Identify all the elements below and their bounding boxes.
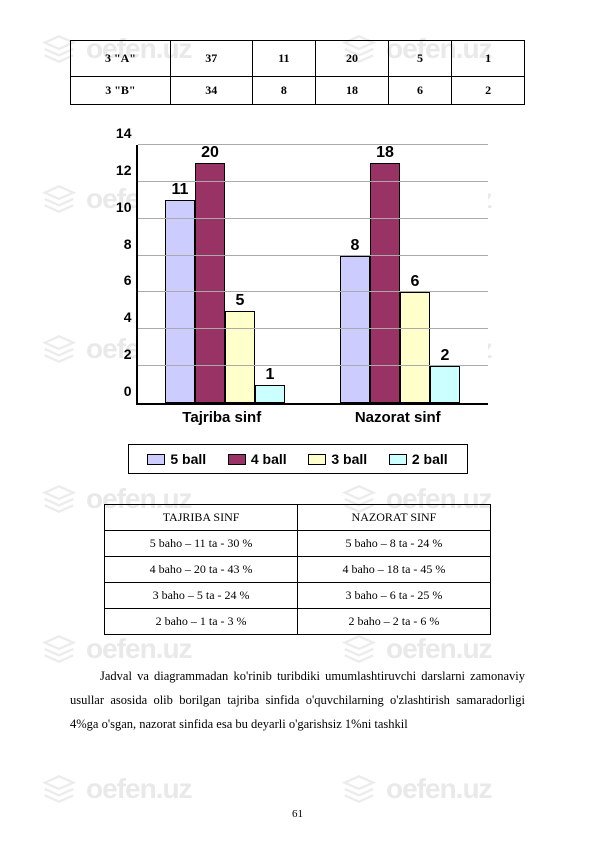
table-row: 3 "B"3481862 bbox=[71, 77, 525, 105]
bar-chart: 02468101214 11205181862 Tajriba sinfNazo… bbox=[108, 145, 488, 426]
bar-value-label: 18 bbox=[376, 144, 394, 162]
bar-group: 112051 bbox=[165, 163, 285, 403]
bar-value-label: 1 bbox=[266, 366, 275, 384]
chart-x-labels: Tajriba sinf Nazorat sinf bbox=[136, 405, 488, 426]
gridline bbox=[138, 144, 488, 145]
chart-plot-area: 11205181862 bbox=[136, 145, 488, 405]
legend-label: 5 ball bbox=[170, 451, 206, 467]
bar: 5 bbox=[225, 311, 255, 403]
table-cell: 5 baho – 11 ta - 30 % bbox=[105, 531, 298, 557]
legend-item: 4 ball bbox=[228, 451, 287, 467]
gridline bbox=[138, 255, 488, 256]
y-tick-label: 0 bbox=[124, 383, 132, 399]
bar: 1 bbox=[255, 385, 285, 403]
table-row: 4 baho – 20 ta - 43 %4 baho – 18 ta - 45… bbox=[105, 557, 491, 583]
table-row: TAJRIBA SINFNAZORAT SINF bbox=[105, 505, 491, 531]
watermark: oefen.uz bbox=[40, 770, 192, 808]
y-tick-label: 2 bbox=[124, 346, 132, 362]
legend-swatch bbox=[389, 454, 407, 465]
x-category-label: Tajriba sinf bbox=[182, 409, 261, 426]
table-cell: 18 bbox=[316, 77, 389, 105]
table-row: 3 baho – 5 ta - 24 %3 baho – 6 ta - 25 % bbox=[105, 583, 491, 609]
y-tick-label: 8 bbox=[124, 236, 132, 252]
table-cell: 2 baho – 1 ta - 3 % bbox=[105, 609, 298, 635]
y-tick-label: 12 bbox=[116, 162, 132, 178]
watermark: oefen.uz bbox=[340, 770, 492, 808]
table-cell: 5 baho – 8 ta - 24 % bbox=[298, 531, 491, 557]
bar-group: 81862 bbox=[340, 163, 460, 403]
table-cell: 3 baho – 5 ta - 24 % bbox=[105, 583, 298, 609]
legend-item: 3 ball bbox=[308, 451, 367, 467]
table-row: 3 "A"37112051 bbox=[71, 41, 525, 77]
results-table: TAJRIBA SINFNAZORAT SINF5 baho – 11 ta -… bbox=[104, 504, 491, 635]
bar: 2 bbox=[430, 366, 460, 403]
bar: 11 bbox=[165, 200, 195, 403]
bar: 20 bbox=[195, 163, 225, 403]
table-header-cell: NAZORAT SINF bbox=[298, 505, 491, 531]
table-cell: 3 "A" bbox=[71, 41, 171, 77]
table-cell: 3 "B" bbox=[71, 77, 171, 105]
legend-item: 5 ball bbox=[147, 451, 206, 467]
table-cell: 1 bbox=[452, 41, 525, 77]
y-tick-label: 10 bbox=[116, 199, 132, 215]
table-cell: 37 bbox=[170, 41, 252, 77]
gridline bbox=[138, 328, 488, 329]
table-cell: 4 baho – 20 ta - 43 % bbox=[105, 557, 298, 583]
table-cell: 4 baho – 18 ta - 45 % bbox=[298, 557, 491, 583]
x-category-label: Nazorat sinf bbox=[355, 409, 441, 426]
legend-label: 2 ball bbox=[412, 451, 448, 467]
y-tick-label: 6 bbox=[124, 272, 132, 288]
bar: 18 bbox=[370, 163, 400, 403]
bar-value-label: 5 bbox=[236, 292, 245, 310]
chart-legend: 5 ball 4 ball 3 ball 2 ball bbox=[128, 444, 468, 474]
bar-value-label: 2 bbox=[441, 347, 450, 365]
legend-item: 2 ball bbox=[389, 451, 448, 467]
gridline bbox=[138, 218, 488, 219]
chart-y-axis: 02468101214 bbox=[108, 145, 136, 405]
table-header-cell: TAJRIBA SINF bbox=[105, 505, 298, 531]
summary-paragraph: Jadval va diagrammadan ko'rinib turibdik… bbox=[70, 665, 525, 736]
table-cell: 20 bbox=[316, 41, 389, 77]
table-cell: 2 baho – 2 ta - 6 % bbox=[298, 609, 491, 635]
table-row: 2 baho – 1 ta - 3 %2 baho – 2 ta - 6 % bbox=[105, 609, 491, 635]
table-cell: 8 bbox=[252, 77, 316, 105]
table-cell: 34 bbox=[170, 77, 252, 105]
legend-swatch bbox=[147, 454, 165, 465]
bar-value-label: 6 bbox=[411, 273, 420, 291]
bar-value-label: 8 bbox=[351, 237, 360, 255]
page-number: 61 bbox=[0, 808, 595, 820]
y-tick-label: 4 bbox=[124, 309, 132, 325]
gridline bbox=[138, 291, 488, 292]
legend-label: 4 ball bbox=[251, 451, 287, 467]
gridline bbox=[138, 181, 488, 182]
legend-label: 3 ball bbox=[331, 451, 367, 467]
gridline bbox=[138, 365, 488, 366]
legend-swatch bbox=[308, 454, 326, 465]
bar-value-label: 11 bbox=[172, 181, 189, 199]
table-cell: 11 bbox=[252, 41, 316, 77]
table-cell: 5 bbox=[388, 41, 452, 77]
y-tick-label: 14 bbox=[116, 125, 132, 141]
table-row: 5 baho – 11 ta - 30 %5 baho – 8 ta - 24 … bbox=[105, 531, 491, 557]
table-cell: 2 bbox=[452, 77, 525, 105]
class-data-table: 3 "A"371120513 "B"3481862 bbox=[70, 40, 525, 105]
table-cell: 3 baho – 6 ta - 25 % bbox=[298, 583, 491, 609]
bar: 6 bbox=[400, 292, 430, 403]
bar-value-label: 20 bbox=[201, 144, 219, 162]
legend-swatch bbox=[228, 454, 246, 465]
table-cell: 6 bbox=[388, 77, 452, 105]
